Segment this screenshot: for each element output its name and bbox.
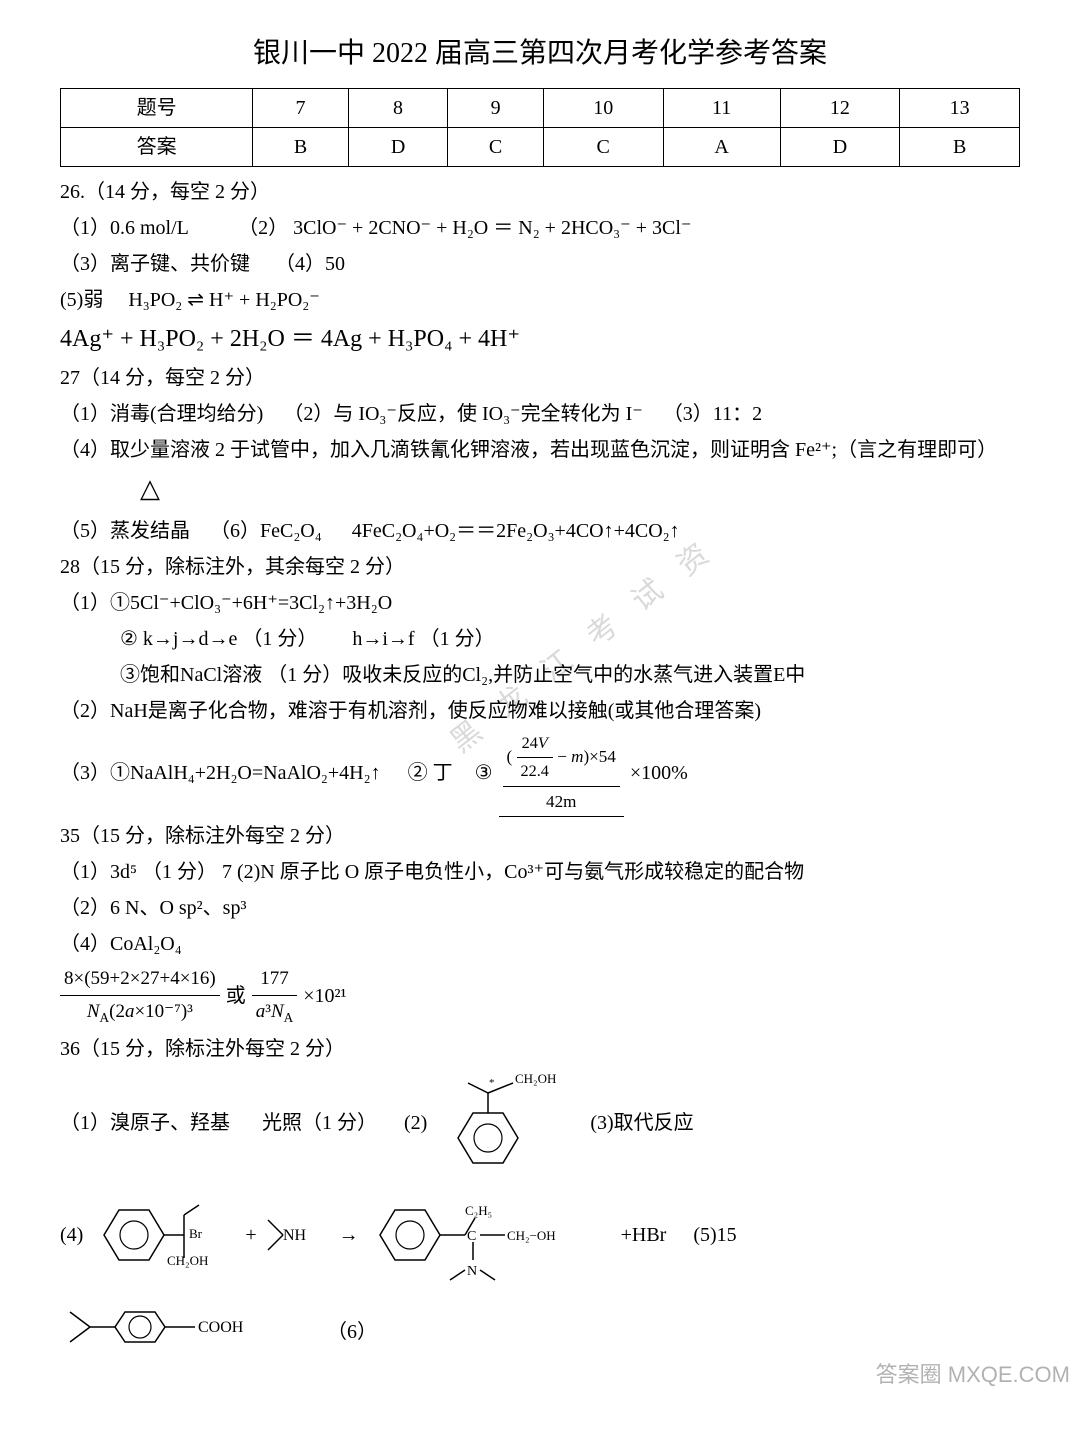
table-row: 题号 7 8 9 10 11 12 13 xyxy=(61,88,1020,127)
q36-6: （6） xyxy=(327,1315,377,1349)
q27-3: （3）11：2 xyxy=(663,403,762,425)
svg-text:CH₂−OH: CH₂−OH xyxy=(507,1228,556,1243)
q27-6-label: （6）FeC₂O₄ xyxy=(210,520,322,542)
table-row: 答案 B D C C A D B xyxy=(61,127,1020,166)
svg-text:N: N xyxy=(467,1264,477,1279)
q36-4-tail: +HBr xyxy=(621,1218,667,1252)
th: 12 xyxy=(780,88,900,127)
th: 8 xyxy=(348,88,448,127)
th: 13 xyxy=(900,88,1020,127)
q28-header: 28（15 分，除标注外，其余每空 2 分） xyxy=(60,550,1020,584)
q36-3: (3)取代反应 xyxy=(590,1106,693,1140)
th: 7 xyxy=(253,88,349,127)
td: C xyxy=(448,127,544,166)
q35-frac2: 177 a³NA xyxy=(252,963,298,1030)
td: 答案 xyxy=(61,127,253,166)
q28-1-2a: ② k→j→d→e （1 分） xyxy=(120,628,317,650)
q27-header: 27（14 分，每空 2 分） xyxy=(60,361,1020,395)
th: 题号 xyxy=(61,88,253,127)
q27-1: （1）消毒(合理均给分) xyxy=(60,403,263,425)
q36-1a: （1）溴原子、羟基 xyxy=(60,1106,230,1140)
product-icon: C₂H₅ C CH₂−OH N xyxy=(365,1180,615,1290)
q26-5-eq2: 4Ag⁺ + H₃PO₂ + 2H₂O ＝ 4Ag + H₃PO₄ + 4H⁺ xyxy=(60,319,1020,360)
svg-text:COOH: COOH xyxy=(198,1319,244,1336)
q27-5: （5）蒸发结晶 xyxy=(60,520,190,542)
q27-6-eq: 4FeC₂O₄+O₂＝＝2Fe₂O₃+4CO↑+4CO₂↑ xyxy=(352,520,680,542)
q26-header: 26.（14 分，每空 2 分） xyxy=(60,175,1020,209)
td: A xyxy=(663,127,780,166)
q28-1-2b: h→i→f （1 分） xyxy=(352,628,494,650)
q26-3: （3）离子键、共价键 xyxy=(60,253,250,275)
svg-text:Br: Br xyxy=(189,1226,203,1241)
th: 11 xyxy=(663,88,780,127)
compound6-icon: COOH xyxy=(60,1292,300,1372)
q26-1: （1）0.6 mol/L xyxy=(60,217,188,239)
q35-1: （1）3d⁵ （1 分） 7 (2)N 原子比 O 原子电负性小，Co³⁺可与氨… xyxy=(60,855,1020,889)
q28-3-suffix: ×100% xyxy=(630,756,688,790)
q28-3-3-label: ③ xyxy=(475,756,493,790)
q35-2: （2）6 N、O sp²、sp³ xyxy=(60,891,1020,925)
arrow: → xyxy=(339,1218,359,1252)
td: D xyxy=(780,127,900,166)
q27-4: （4）取少量溶液 2 于试管中，加入几滴铁氰化钾溶液，若出现蓝色沉淀，则证明含 … xyxy=(60,439,997,461)
th: 10 xyxy=(543,88,663,127)
q35-frac1: 8×(59+2×27+4×16) NA(2a×10⁻⁷)³ xyxy=(60,963,220,1030)
amine-icon: NH xyxy=(263,1205,333,1265)
svg-text:C: C xyxy=(467,1229,476,1244)
td: B xyxy=(900,127,1020,166)
triangle-icon: △ xyxy=(140,467,160,511)
q35-frac-suffix: ×10²¹ xyxy=(303,979,346,1013)
q35-header: 35（15 分，除标注外每空 2 分） xyxy=(60,819,1020,853)
q28-fraction: ( 24V22.4 − m)×54 42m xyxy=(499,730,624,817)
svg-text:C₂H₅: C₂H₅ xyxy=(465,1203,492,1218)
svg-text:NH: NH xyxy=(283,1227,307,1244)
footer-watermark: 答案圈 MXQE.COM xyxy=(876,1356,1070,1393)
q28-1-1: （1）①5Cl⁻+ClO₃⁻+6H⁺=3Cl₂↑+3H₂O xyxy=(60,586,1020,620)
q27-2: （2）与 IO₃⁻反应，使 IO₃⁻完全转化为 I⁻ xyxy=(283,403,642,425)
answer-table: 题号 7 8 9 10 11 12 13 答案 B D C C A D B xyxy=(60,88,1020,167)
svg-text:CH₂OH: CH₂OH xyxy=(167,1253,208,1268)
q26-5-eq1: H₃PO₂ ⇌ H⁺ + H₂PO₂⁻ xyxy=(128,289,320,311)
q26-5-label: (5)弱 xyxy=(60,289,103,311)
td: B xyxy=(253,127,349,166)
q28-1-3: ③饱和NaCl溶液 （1 分）吸收未反应的Cl₂,并防止空气中的水蒸气进入装置E… xyxy=(60,658,1020,692)
reactant1-icon: Br CH₂OH xyxy=(89,1180,239,1290)
th: 9 xyxy=(448,88,544,127)
td: C xyxy=(543,127,663,166)
page-title: 银川一中 2022 届高三第四次月考化学参考答案 xyxy=(60,30,1020,78)
q35-or: 或 xyxy=(226,979,246,1013)
q36-5: (5)15 xyxy=(693,1218,736,1252)
benzene-structure-icon: CH₂OH * xyxy=(433,1068,563,1178)
svg-text:*: * xyxy=(489,1077,495,1089)
plus: + xyxy=(245,1218,256,1252)
svg-text:CH₂OH: CH₂OH xyxy=(515,1071,556,1086)
td: D xyxy=(348,127,448,166)
q36-header: 36（15 分，除标注外每空 2 分） xyxy=(60,1032,1020,1066)
q26-4: （4）50 xyxy=(275,253,345,275)
q28-2: （2）NaH是离子化合物，难溶于有机溶剂，使反应物难以接触(或其他合理答案) xyxy=(60,694,1020,728)
frac-inner: ( 24V22.4 − m)×54 xyxy=(503,730,620,787)
q35-4: （4）CoAl₂O₄ xyxy=(60,927,1020,961)
q28-3-1: （3）①NaAlH₄+2H₂O=NaAlO₂+4H₂↑ xyxy=(60,756,381,790)
q36-2-label: (2) xyxy=(404,1106,427,1140)
q26-2-eq: 3ClO⁻ + 2CNO⁻ + H₂O ＝ N₂ + 2HCO₃⁻ + 3Cl⁻ xyxy=(293,217,691,239)
q36-1b: 光照（1 分） xyxy=(262,1106,377,1140)
q26-2-label: （2） xyxy=(238,217,288,239)
q36-4-label: (4) xyxy=(60,1218,83,1252)
q28-3-2: ② 丁 xyxy=(408,756,453,790)
